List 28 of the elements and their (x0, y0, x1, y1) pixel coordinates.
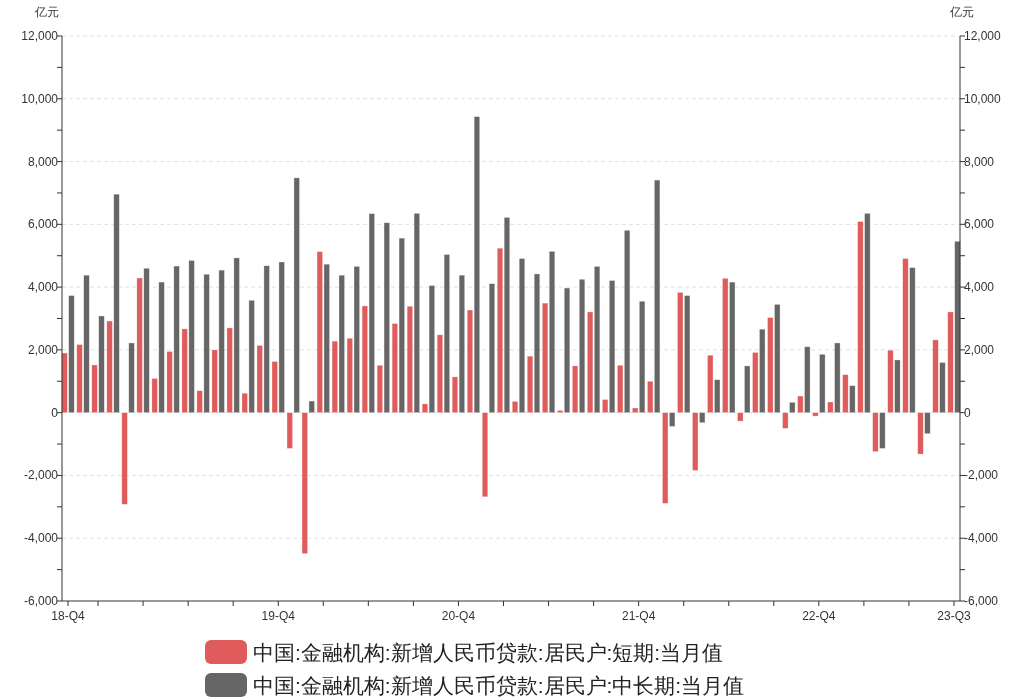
x-tick-label: 23-Q3 (937, 609, 971, 623)
x-tick-label: 18-Q4 (51, 609, 85, 623)
y-tick-label: 10,000 (21, 91, 59, 106)
y2-tick-label: 10,000 (964, 91, 1002, 106)
y-tick-label: 12,000 (21, 29, 59, 43)
y-tick-label: 6,000 (27, 217, 59, 232)
y2-tick-label: -4,000 (964, 531, 999, 546)
y-tick-label: -4,000 (23, 531, 59, 546)
y2-tick-label: 4,000 (964, 280, 995, 295)
x-tick-label: 19-Q4 (261, 609, 296, 623)
y2-tick-label: 12,000 (964, 29, 1002, 43)
y-tick-label: 0 (51, 405, 59, 420)
x-tick-label: 20-Q4 (441, 609, 476, 623)
x-tick-label: 22-Q4 (802, 609, 836, 623)
y-tick-label: -2,000 (23, 468, 59, 483)
y2-tick-label: 0 (964, 405, 971, 420)
y2-tick-label: 2,000 (964, 342, 995, 357)
y2-tick-label: 8,000 (964, 154, 995, 169)
y2-axis-title: 亿元 (949, 5, 974, 19)
y-tick-label: 2,000 (27, 342, 59, 357)
y-tick-label: 8,000 (27, 154, 59, 169)
y2-tick-label: -2,000 (964, 468, 999, 483)
y-tick-label: -6,000 (23, 594, 59, 608)
y-tick-label: 4,000 (27, 280, 59, 295)
x-tick-label: 21-Q4 (621, 609, 656, 623)
y-axis-title: 亿元 (34, 5, 59, 19)
y2-tick-label: -6,000 (964, 594, 999, 608)
y2-tick-label: 6,000 (964, 217, 995, 232)
